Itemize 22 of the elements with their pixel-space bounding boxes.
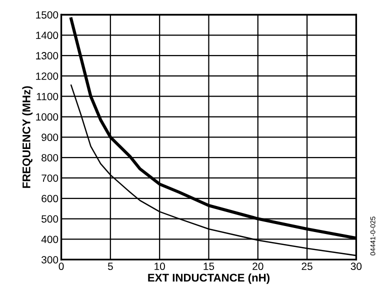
x-tick-label: 20 [252, 262, 264, 270]
y-tick-label: 900 [42, 134, 58, 142]
y-axis-title: FREQUENCY (MHz) [22, 86, 33, 188]
x-axis-title: EXT INDUCTANCE (nH) [148, 273, 270, 284]
y-tick-label: 1500 [36, 11, 58, 19]
x-tick-label: 10 [154, 262, 165, 270]
x-tick-label: 5 [108, 262, 113, 270]
y-tick-label: 600 [42, 194, 58, 202]
y-tick-label: 1100 [36, 92, 58, 100]
y-tick-label: 1000 [36, 113, 58, 121]
y-tick-label: 500 [42, 215, 58, 223]
y-tick-label: 800 [42, 154, 58, 162]
y-tick-label: 700 [42, 174, 58, 182]
x-tick-label: 30 [350, 262, 362, 270]
y-tick-label: 300 [42, 256, 58, 264]
x-tick-label: 0 [58, 262, 64, 270]
y-tick-label: 1200 [36, 72, 58, 80]
y-tick-label: 1400 [36, 32, 58, 40]
x-tick-label: 15 [204, 262, 214, 270]
x-tick-label: 25 [302, 262, 312, 270]
y-tick-label: 1300 [36, 52, 58, 60]
y-tick-label: 400 [41, 236, 58, 244]
